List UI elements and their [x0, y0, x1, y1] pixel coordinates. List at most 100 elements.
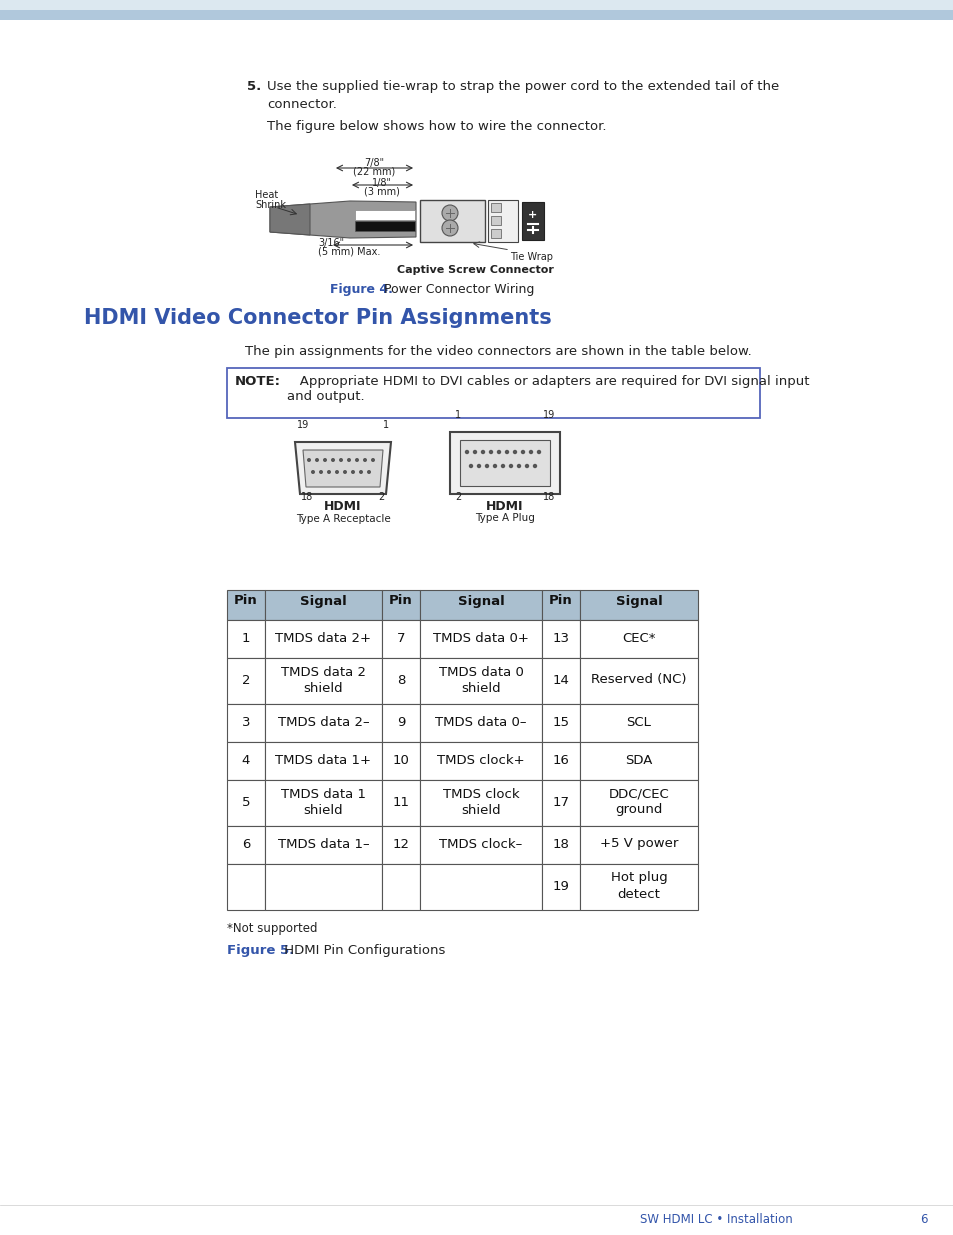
Circle shape	[484, 464, 489, 468]
Text: 7: 7	[396, 631, 405, 645]
Bar	[419, 864, 541, 910]
Text: connector.: connector.	[267, 98, 336, 111]
Text: 5.: 5.	[247, 80, 261, 93]
Text: 7/8": 7/8"	[363, 158, 384, 168]
Text: Tie Wrap: Tie Wrap	[510, 252, 553, 262]
Text: The figure below shows how to wire the connector.: The figure below shows how to wire the c…	[267, 120, 606, 133]
Bar	[488, 200, 517, 242]
Bar	[419, 781, 541, 826]
Polygon shape	[303, 450, 382, 487]
Text: Type A Plug: Type A Plug	[475, 513, 535, 522]
Text: 14: 14	[552, 673, 569, 687]
Text: 16: 16	[552, 753, 569, 767]
Circle shape	[331, 458, 335, 462]
Text: TMDS data 1
shield: TMDS data 1 shield	[281, 788, 366, 816]
Circle shape	[343, 471, 347, 474]
Circle shape	[513, 450, 517, 454]
Polygon shape	[270, 204, 310, 235]
Circle shape	[347, 458, 351, 462]
Text: (5 mm) Max.: (5 mm) Max.	[317, 247, 380, 257]
Bar	[419, 704, 541, 742]
Circle shape	[532, 464, 537, 468]
Circle shape	[441, 220, 457, 236]
Polygon shape	[270, 201, 416, 238]
Circle shape	[497, 450, 500, 454]
Text: HDMI: HDMI	[324, 500, 361, 513]
Text: 2: 2	[378, 492, 385, 501]
Bar	[381, 826, 419, 864]
Text: Pin: Pin	[389, 594, 413, 608]
Bar	[419, 590, 541, 620]
Bar	[541, 826, 579, 864]
Bar	[265, 658, 381, 704]
Text: 2: 2	[241, 673, 250, 687]
Bar	[381, 742, 419, 781]
Circle shape	[371, 458, 375, 462]
Circle shape	[508, 464, 513, 468]
Bar	[381, 704, 419, 742]
Bar	[355, 221, 415, 231]
Text: 17: 17	[552, 795, 569, 809]
Bar	[579, 742, 698, 781]
Text: Signal: Signal	[300, 594, 347, 608]
Bar	[0, 0, 953, 10]
Bar	[265, 864, 381, 910]
Text: Power Connector Wiring: Power Connector Wiring	[379, 283, 534, 296]
Text: +5 V power: +5 V power	[599, 837, 678, 851]
Circle shape	[520, 450, 525, 454]
Bar	[541, 590, 579, 620]
Bar	[381, 590, 419, 620]
Bar	[265, 781, 381, 826]
Text: Appropriate HDMI to DVI cables or adapters are required for DVI signal input: Appropriate HDMI to DVI cables or adapte…	[287, 375, 809, 388]
Bar	[227, 590, 265, 620]
Circle shape	[441, 205, 457, 221]
Bar	[227, 826, 265, 864]
Circle shape	[335, 471, 338, 474]
Text: TMDS data 2+: TMDS data 2+	[275, 631, 371, 645]
Bar	[265, 590, 381, 620]
Circle shape	[464, 450, 469, 454]
Text: SDA: SDA	[624, 753, 652, 767]
Circle shape	[318, 471, 323, 474]
Text: 1: 1	[241, 631, 250, 645]
Text: Figure 5.: Figure 5.	[227, 944, 294, 957]
Text: 10: 10	[392, 753, 409, 767]
Bar	[227, 704, 265, 742]
Bar	[491, 203, 500, 212]
Bar	[381, 864, 419, 910]
Text: 6: 6	[919, 1213, 926, 1226]
Bar	[541, 704, 579, 742]
Text: 18: 18	[552, 837, 569, 851]
Text: 18: 18	[301, 492, 313, 501]
Text: (3 mm): (3 mm)	[364, 186, 399, 198]
Text: NOTE:: NOTE:	[234, 375, 281, 388]
Bar	[579, 590, 698, 620]
Bar	[491, 216, 500, 225]
Polygon shape	[294, 442, 391, 494]
Text: +: +	[528, 210, 537, 220]
Bar	[419, 200, 484, 242]
Bar	[265, 704, 381, 742]
Text: 1/8": 1/8"	[372, 178, 392, 188]
Circle shape	[314, 458, 318, 462]
Bar	[381, 781, 419, 826]
Circle shape	[358, 471, 363, 474]
Text: SCL: SCL	[626, 715, 651, 729]
Bar	[227, 620, 265, 658]
Text: Captive Screw Connector: Captive Screw Connector	[396, 266, 553, 275]
Text: 15: 15	[552, 715, 569, 729]
Text: and output.: and output.	[287, 390, 364, 403]
Text: HDMI Video Connector Pin Assignments: HDMI Video Connector Pin Assignments	[84, 308, 551, 329]
Bar	[227, 658, 265, 704]
Bar	[541, 658, 579, 704]
Text: HDMI: HDMI	[486, 500, 523, 513]
Text: TMDS data 0
shield: TMDS data 0 shield	[438, 666, 523, 694]
Text: SW HDMI LC • Installation: SW HDMI LC • Installation	[639, 1213, 792, 1226]
Circle shape	[528, 450, 533, 454]
Text: 19: 19	[296, 420, 309, 430]
Bar	[265, 826, 381, 864]
Text: 19: 19	[542, 410, 555, 420]
Text: TMDS data 1+: TMDS data 1+	[275, 753, 371, 767]
Circle shape	[517, 464, 520, 468]
Circle shape	[493, 464, 497, 468]
